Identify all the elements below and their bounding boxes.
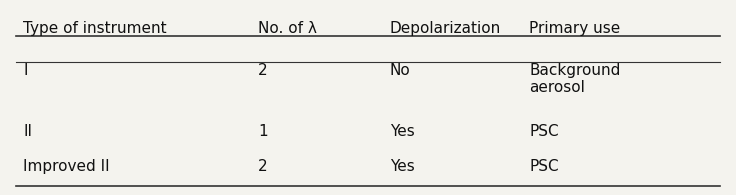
Text: Yes: Yes — [390, 124, 415, 139]
Text: Improved II: Improved II — [24, 159, 110, 174]
Text: Type of instrument: Type of instrument — [24, 21, 167, 36]
Text: Depolarization: Depolarization — [390, 21, 501, 36]
Text: 2: 2 — [258, 159, 268, 174]
Text: No: No — [390, 63, 411, 78]
Text: No. of λ: No. of λ — [258, 21, 317, 36]
Text: II: II — [24, 124, 32, 139]
Text: 2: 2 — [258, 63, 268, 78]
Text: 1: 1 — [258, 124, 268, 139]
Text: I: I — [24, 63, 28, 78]
Text: Yes: Yes — [390, 159, 415, 174]
Text: PSC: PSC — [529, 124, 559, 139]
Text: Primary use: Primary use — [529, 21, 620, 36]
Text: PSC: PSC — [529, 159, 559, 174]
Text: Background
aerosol: Background aerosol — [529, 63, 620, 95]
